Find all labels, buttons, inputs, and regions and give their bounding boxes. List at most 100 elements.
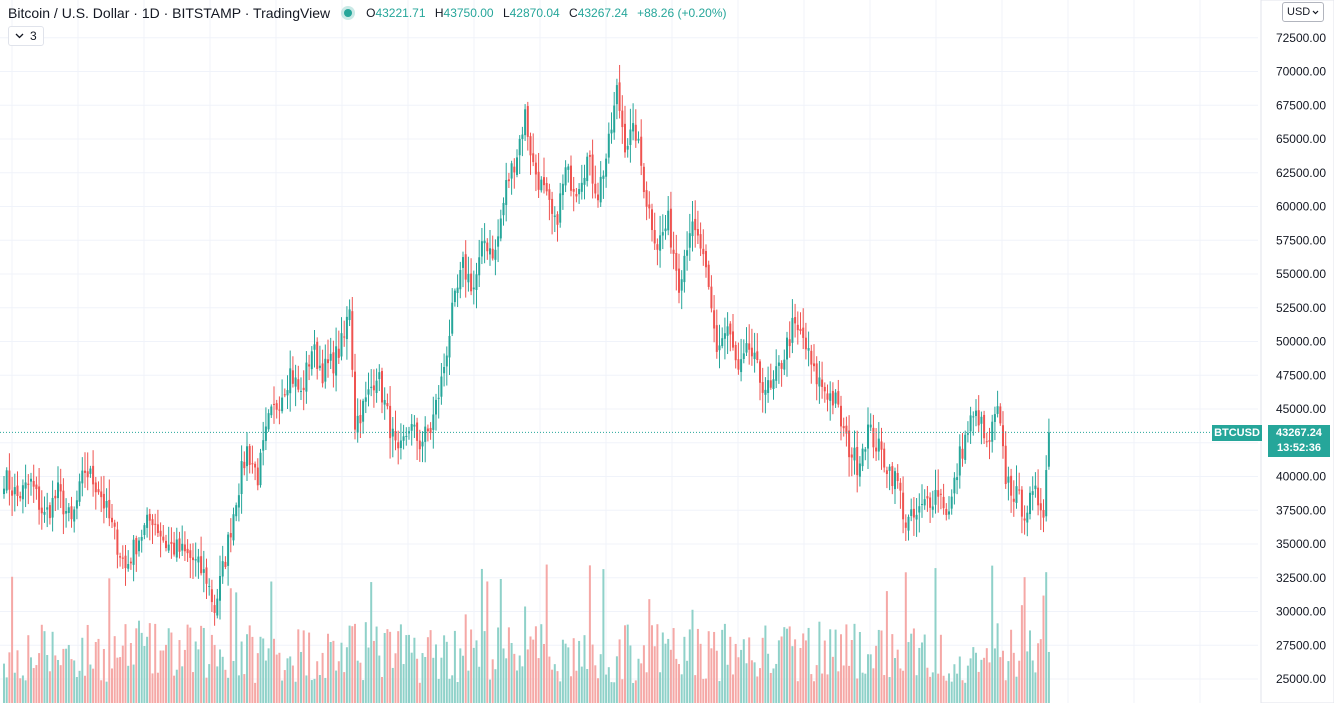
candle-body xyxy=(934,489,937,505)
candle-body xyxy=(915,514,918,520)
candle-body xyxy=(532,153,535,163)
volume-bar xyxy=(186,624,189,703)
volume-bar xyxy=(264,660,267,703)
candle-body xyxy=(553,215,556,217)
candle-body xyxy=(324,358,327,382)
candle-body xyxy=(543,177,545,186)
volume-bar xyxy=(834,629,837,703)
volume-bar xyxy=(958,656,961,703)
candle-body xyxy=(659,235,662,251)
volume-bar xyxy=(84,675,86,703)
volume-bar xyxy=(883,675,886,703)
volume-bar xyxy=(856,678,859,703)
volume-bar xyxy=(65,648,68,703)
volume-bar xyxy=(599,654,602,703)
volume-bar xyxy=(910,633,913,703)
volume-bar xyxy=(710,648,713,703)
volume-bar xyxy=(464,614,467,703)
candle-body xyxy=(729,323,732,335)
volume-bar xyxy=(993,648,996,703)
candle-body xyxy=(842,426,845,429)
volume-bar xyxy=(923,634,926,703)
candle-body xyxy=(162,536,165,541)
candle-body xyxy=(194,559,197,561)
volume-bar xyxy=(742,639,745,703)
candle-body xyxy=(769,380,772,388)
candle-body xyxy=(291,370,294,384)
volume-bar xyxy=(1031,660,1034,703)
candle-body xyxy=(867,424,869,449)
candle-body xyxy=(67,507,70,513)
candle-body xyxy=(1031,491,1034,495)
volume-bar xyxy=(656,624,659,703)
candle-body xyxy=(707,264,710,287)
candle-body xyxy=(1023,518,1026,521)
volume-bar xyxy=(802,633,805,703)
candle-body xyxy=(102,493,105,509)
symbol-title[interactable]: Bitcoin / U.S. Dollar · 1D · BITSTAMP · … xyxy=(8,5,331,21)
volume-bar xyxy=(972,647,975,703)
candle-body xyxy=(48,505,51,519)
volume-bar xyxy=(129,643,132,703)
volume-bar xyxy=(51,631,54,703)
volume-bar xyxy=(248,625,251,703)
volume-bar xyxy=(597,678,599,703)
volume-bar xyxy=(543,643,545,703)
volume-bar xyxy=(748,637,751,703)
volume-bar xyxy=(642,645,645,703)
candle-body xyxy=(818,377,821,387)
candle-body xyxy=(35,484,38,490)
volume-bar xyxy=(135,628,138,703)
volume-bar xyxy=(437,678,440,703)
volume-bar xyxy=(178,640,181,703)
volume-bar xyxy=(575,670,578,703)
candle-body xyxy=(21,485,24,500)
candle-body xyxy=(440,376,443,397)
candle-body xyxy=(507,179,510,182)
volume-bar xyxy=(702,678,705,703)
bar-countdown: 13:52:36 xyxy=(1276,442,1322,454)
candle-body xyxy=(19,495,22,499)
volume-bar xyxy=(146,636,149,703)
volume-bar xyxy=(961,680,964,703)
candle-body xyxy=(621,110,624,128)
candle-body xyxy=(381,371,383,403)
candle-body xyxy=(750,347,753,357)
candle-body xyxy=(753,352,756,360)
candle-body xyxy=(124,555,127,569)
candle-body xyxy=(213,605,216,613)
volume-bar xyxy=(945,680,948,703)
currency-select[interactable]: USD xyxy=(1282,2,1325,22)
candle-body xyxy=(11,490,14,496)
candle-body xyxy=(289,368,292,394)
volume-bar xyxy=(929,676,932,703)
volume-bar xyxy=(462,655,464,703)
candle-body xyxy=(121,557,124,559)
volume-bar xyxy=(591,644,594,703)
volume-bar xyxy=(459,648,462,703)
candle-body xyxy=(840,405,842,427)
volume-bar xyxy=(132,664,135,703)
volume-bar xyxy=(297,629,300,703)
volume-bar xyxy=(740,649,743,703)
candle-body xyxy=(267,413,270,430)
volume-bar xyxy=(8,652,11,703)
candle-body xyxy=(904,522,907,528)
candle-body xyxy=(116,529,119,555)
candle-body xyxy=(740,359,743,373)
candle-body xyxy=(372,385,375,391)
candle-body xyxy=(980,416,983,424)
volume-bar xyxy=(904,572,907,703)
volume-bar xyxy=(1010,629,1013,703)
candle-body xyxy=(586,156,589,182)
volume-bar xyxy=(548,656,551,703)
volume-bar xyxy=(478,666,481,703)
candle-body xyxy=(810,350,813,365)
volume-bar xyxy=(337,661,340,703)
volume-bar xyxy=(421,653,424,703)
volume-bar xyxy=(942,675,945,703)
indicators-toggle-button[interactable]: 3 xyxy=(8,26,44,46)
candle-body xyxy=(499,218,502,239)
volume-bar xyxy=(524,606,527,703)
